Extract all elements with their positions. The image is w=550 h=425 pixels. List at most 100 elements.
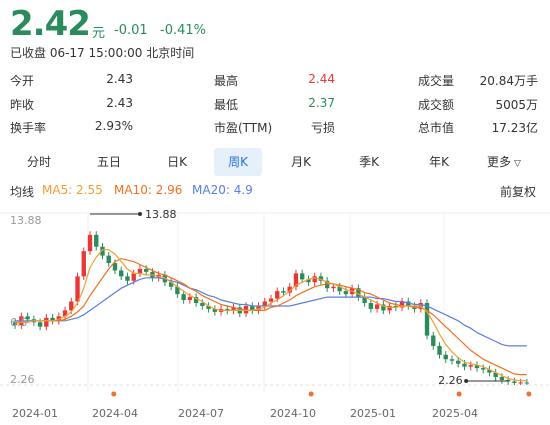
candle-body [499, 377, 505, 380]
x-tick-label: 2025-04 [432, 407, 478, 420]
candle-body [468, 365, 473, 367]
candle-body [387, 305, 392, 311]
indicator-label[interactable]: 均线 [10, 185, 35, 199]
stat-value: 2.44 [308, 72, 335, 86]
candle-body [181, 294, 186, 301]
ma5-label: MA5: 2.55 [42, 183, 103, 197]
stat-label: 今开 [10, 74, 35, 88]
candle-body [287, 286, 292, 293]
candle-body [337, 286, 342, 292]
stat-label: 最低 [214, 98, 239, 112]
y-mid-label: 6.5 [10, 316, 28, 329]
price-change-percent: -0.41% [160, 23, 206, 38]
event-marker [456, 391, 462, 397]
candle-body [393, 305, 399, 308]
event-marker [308, 391, 314, 397]
candle-body [300, 273, 305, 280]
candle-body [212, 308, 218, 312]
price-unit: 元 [92, 26, 106, 41]
event-marker [111, 391, 117, 397]
candle-body [493, 372, 498, 378]
x-tick-label: 2024-10 [270, 407, 316, 420]
candle-body [275, 291, 280, 299]
candle-body [62, 310, 68, 317]
candle-body [143, 268, 149, 272]
candle-body [81, 251, 86, 277]
x-tick-label: 2025-01 [350, 407, 396, 420]
candle-body [100, 246, 105, 256]
candle-body [200, 302, 205, 306]
candle-body [343, 291, 349, 295]
ma20-label: MA20: 4.9 [192, 183, 253, 197]
tab-7[interactable]: 更多 ▽ [478, 148, 530, 176]
candle-body [481, 368, 486, 370]
candle-body [162, 274, 168, 283]
candle-body [368, 302, 374, 309]
candle-body [69, 301, 74, 311]
stat-label: 市盈(TTM) [214, 121, 273, 135]
candle-body [449, 359, 455, 361]
tab-1[interactable]: 五日 [84, 148, 134, 176]
x-tick-label: 2024-04 [92, 407, 138, 420]
candle-body [175, 286, 180, 295]
tab-2[interactable]: 日K [152, 148, 202, 176]
high-annotation: 13.88 [145, 208, 177, 221]
candle-body [131, 273, 136, 281]
candle-body [256, 305, 261, 311]
candle-body [262, 301, 267, 306]
stat-value: 2.43 [106, 72, 133, 86]
candle-body [37, 322, 43, 327]
event-marker [526, 391, 532, 397]
adjust-mode-button[interactable]: 前复权 [500, 185, 537, 199]
candle-body [356, 288, 361, 298]
current-price: 2.42 [10, 4, 91, 44]
candle-body [406, 301, 411, 306]
stat-value: 2.37 [308, 96, 335, 110]
candle-body [293, 273, 299, 287]
candle-body [193, 297, 199, 303]
candle-body [125, 276, 130, 281]
candle-body [512, 381, 517, 383]
tab-5[interactable]: 季K [344, 148, 394, 176]
high-annotation-dot [138, 212, 143, 216]
candle-body [524, 382, 530, 384]
stat-label: 昨收 [10, 98, 35, 112]
tab-label: 季K [359, 155, 379, 169]
candle-body [437, 345, 442, 355]
kline-chart[interactable]: 13.88 6.5 2.26 13.88 2.26 2024-01 2024-04 2024-… [0, 205, 550, 425]
candle-body [50, 317, 55, 321]
x-tick-label: 2024-07 [178, 407, 224, 420]
tab-4[interactable]: 月K [276, 148, 326, 176]
candle-body [474, 365, 480, 369]
candle-body [56, 316, 61, 321]
candle-body [268, 298, 274, 302]
market-status: 已收盘 06-17 15:00:00 北京时间 [10, 46, 195, 60]
stat-value: 17.23亿 [491, 121, 538, 135]
stat-value: 20.84万手 [479, 74, 538, 88]
tab-3[interactable]: 周K [214, 148, 262, 176]
ma10-label: MA10: 2.96 [114, 183, 183, 197]
tab-6[interactable]: 年K [414, 148, 464, 176]
candle-body [381, 304, 386, 311]
stat-value: 亏损 [310, 121, 335, 135]
tab-label: 分时 [26, 155, 51, 169]
stat-label: 总市值 [418, 121, 455, 135]
stat-label: 最高 [214, 74, 239, 88]
price-change: -0.01 [114, 23, 148, 38]
candle-body [306, 279, 311, 283]
tab-0[interactable]: 分时 [14, 148, 64, 176]
candle-body [137, 268, 143, 274]
candle-body [424, 302, 430, 336]
stat-value: 5005万 [495, 98, 538, 112]
tab-label: 五日 [96, 155, 121, 169]
chevron-down-icon: ▽ [514, 159, 521, 169]
candle-body [87, 234, 93, 252]
candle-body [250, 305, 255, 311]
candle-body [443, 354, 448, 360]
candle-body [324, 280, 330, 289]
y-max-label: 13.88 [10, 214, 42, 227]
tab-label: 周K [228, 155, 248, 169]
ma20-line [15, 277, 527, 347]
tab-label: 月K [291, 155, 311, 169]
candle-body [25, 316, 30, 320]
